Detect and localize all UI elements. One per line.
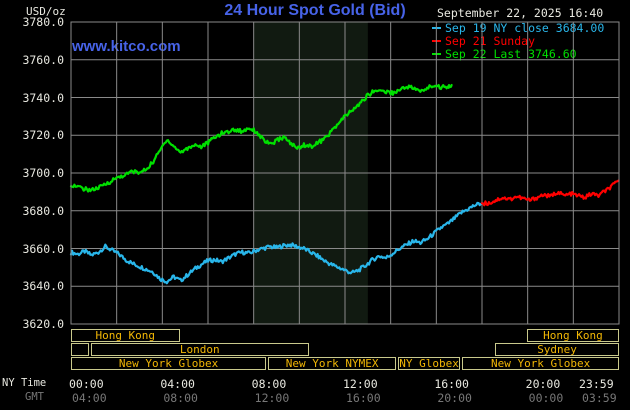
session-bar	[268, 357, 396, 370]
y-axis-tick: 3760.0	[22, 52, 64, 67]
y-axis-tick: 3680.0	[22, 203, 64, 218]
x-axis-gmt-label: GMT	[25, 391, 44, 403]
session-label: Sydney	[537, 343, 577, 356]
y-axis-tick: 3700.0	[22, 166, 64, 180]
session-label: New York Globex	[490, 357, 591, 370]
y-axis-tick: 3720.0	[22, 128, 64, 143]
session-bar	[398, 357, 461, 370]
x-axis-tick-gmt: 12:00	[254, 391, 290, 405]
session-label: Hong Kong	[95, 329, 156, 342]
session-bar	[90, 343, 309, 356]
session-bar	[495, 343, 619, 356]
session-bar	[71, 343, 89, 356]
x-axis-tick-ny: 23:59	[579, 377, 614, 391]
session-label: NY Globex	[399, 357, 459, 370]
price-line-0	[69, 201, 484, 285]
chart-legend: Sep 19 NY close 3684.00 Sep 21 Sunday Se…	[432, 22, 604, 61]
legend-label-sep22: Sep 22 Last 3746.60	[445, 47, 577, 61]
legend-label-sep19: Sep 19 NY close 3684.00	[445, 21, 605, 35]
x-axis-tick-gmt: 20:00	[437, 391, 472, 405]
x-axis-tick-gmt: 04:00	[72, 391, 107, 405]
session-bar	[462, 357, 619, 370]
x-axis-tick-ny: 04:00	[160, 377, 195, 391]
chart-title: 24 Hour Spot Gold (Bid)	[224, 2, 406, 19]
session-label: New York Globex	[118, 357, 219, 370]
price-line-1	[480, 179, 620, 207]
y-axis-tick: 3780.0	[22, 15, 64, 29]
x-axis-tick-ny: 20:00	[525, 377, 561, 391]
session-bar	[526, 329, 619, 342]
session-label: New York NYMEX	[285, 357, 379, 370]
plot-border	[70, 21, 620, 325]
session-label: London	[179, 343, 220, 356]
legend-label-sep21: Sep 21 Sunday	[445, 34, 536, 48]
session-bar	[71, 357, 267, 370]
y-axis-tick: 3740.0	[22, 90, 64, 105]
x-axis-tick-gmt: 16:00	[346, 391, 381, 405]
y-axis-unit-label: USD/oz	[26, 5, 66, 18]
x-axis-tick-ny: 12:00	[343, 377, 378, 391]
chart-timestamp: September 22, 2025 16:40	[437, 6, 604, 20]
y-axis-tick: 3660.0	[22, 241, 64, 256]
x-axis-tick-ny: 16:00	[434, 377, 469, 391]
x-axis-ny-time-label: NY Time	[2, 377, 47, 389]
x-axis-tick-gmt: 08:00	[163, 391, 198, 405]
session-bar	[71, 329, 180, 342]
y-axis-tick: 3620.0	[22, 317, 64, 331]
kitco-watermark: www.kitco.com	[72, 38, 181, 55]
price-line-2	[69, 83, 453, 193]
x-axis-tick-ny: 08:00	[251, 377, 287, 391]
x-axis-tick-gmt: 00:00	[528, 391, 564, 405]
x-axis-tick-ny: 00:00	[69, 377, 104, 391]
session-label: Hong Kong	[543, 329, 603, 342]
y-axis-tick: 3640.0	[22, 279, 64, 294]
x-axis-tick-gmt: 03:59	[582, 391, 617, 405]
